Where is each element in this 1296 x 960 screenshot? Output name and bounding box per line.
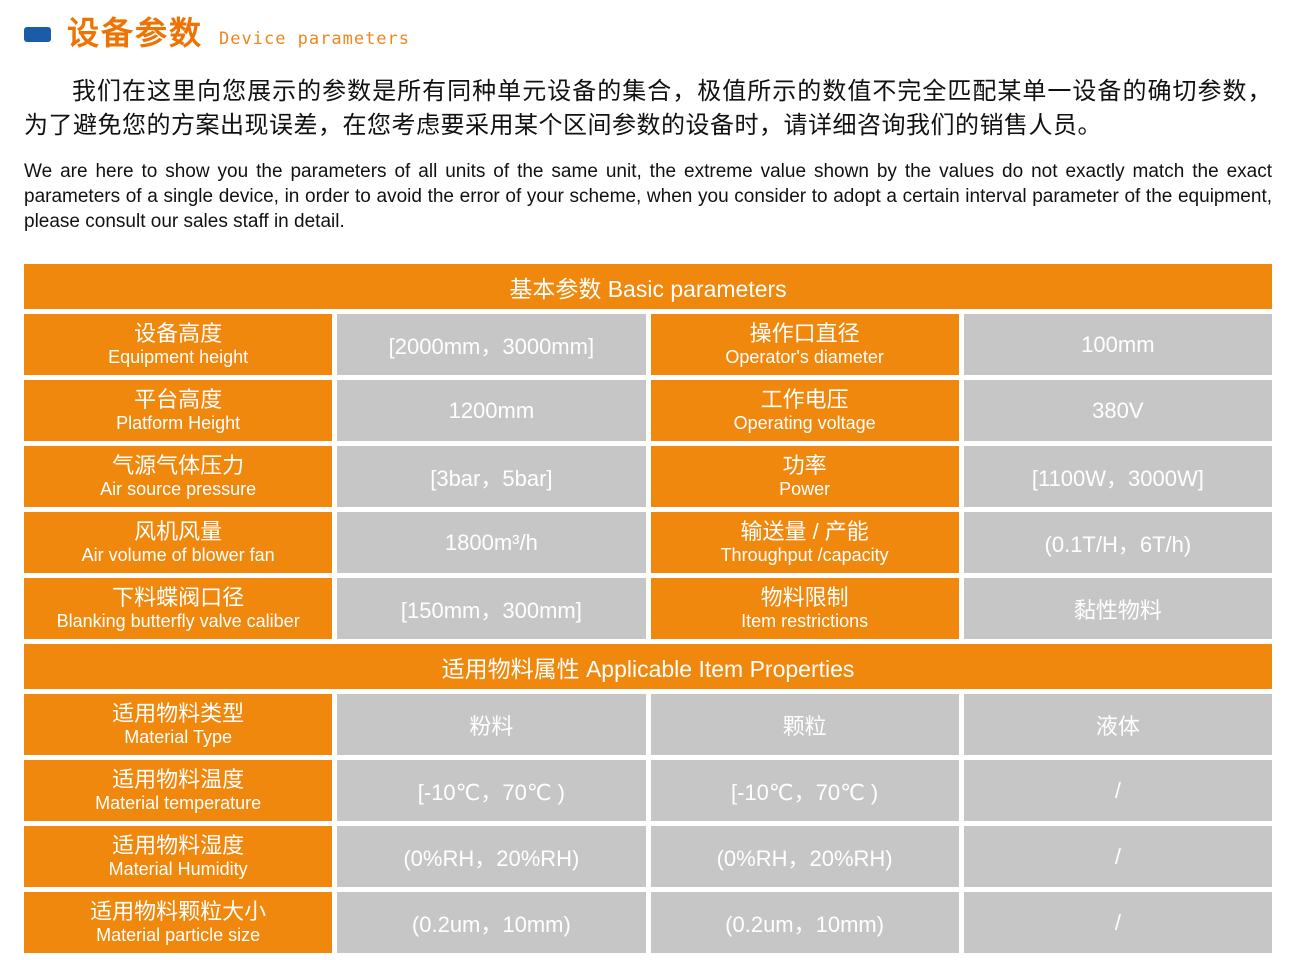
param-label-cell: 适用物料类型 Material Type (24, 694, 333, 755)
param-value-cell: 液体 (963, 694, 1272, 755)
param-label-zh: 适用物料湿度 (112, 832, 245, 858)
param-value-cell: 1800m³/h (337, 512, 646, 573)
param-value-cell: / (963, 826, 1272, 887)
param-value-cell: 380V (963, 380, 1272, 441)
param-label-zh: 工作电压 (760, 386, 849, 412)
param-label-cell: 工作电压 Operating voltage (650, 380, 959, 441)
param-label-en: Power (779, 478, 831, 499)
param-value-cell: [3bar，5bar] (337, 446, 646, 507)
param-label-cell: 下料蝶阀口径 Blanking butterfly valve caliber (24, 578, 333, 639)
param-label-en: Equipment height (108, 346, 249, 367)
parameters-table: 基本参数 Basic parameters 设备高度 Equipment heigh… (24, 264, 1272, 953)
param-value-cell: [1100W，3000W] (963, 446, 1272, 507)
param-label-zh: 适用物料类型 (112, 700, 245, 726)
param-label-cell: 气源气体压力 Air source pressure (24, 446, 333, 507)
param-label-zh: 下料蝶阀口径 (112, 584, 245, 610)
param-value-cell: (0.2um，10mm) (650, 892, 959, 953)
param-label-en: Operating voltage (733, 412, 876, 433)
param-value-cell: (0%RH，20%RH) (337, 826, 646, 887)
table-section-header: 基本参数 Basic parameters (24, 264, 1272, 309)
param-label-cell: 操作口直径 Operator's diameter (650, 314, 959, 375)
param-value-cell: 颗粒 (650, 694, 959, 755)
param-label-en: Blanking butterfly valve caliber (56, 610, 300, 631)
param-value-cell: [-10℃，70℃ ) (650, 760, 959, 821)
param-value-cell: 黏性物料 (963, 578, 1272, 639)
param-label-zh: 气源气体压力 (112, 452, 245, 478)
param-label-en: Material Humidity (108, 858, 248, 879)
intro-paragraph-zh: 我们在这里向您展示的参数是所有同种单元设备的集合，极值所示的数值不完全匹配某单一… (24, 78, 1272, 139)
param-label-en: Air volume of blower fan (81, 544, 275, 565)
param-label-zh: 适用物料颗粒大小 (90, 898, 267, 924)
param-label-en: Platform Height (116, 412, 241, 433)
param-label-en: Air source pressure (100, 478, 257, 499)
param-label-en: Throughput /capacity (720, 544, 889, 565)
param-label-en: Material particle size (96, 924, 261, 945)
param-label-en: Item restrictions (741, 610, 869, 631)
param-label-cell: 功率 Power (650, 446, 959, 507)
param-label-zh: 适用物料温度 (112, 766, 245, 792)
param-value-cell: (0.1T/H，6T/h) (963, 512, 1272, 573)
page-header: 设备参数 Device parameters (24, 13, 1272, 53)
param-label-cell: 物料限制 Item restrictions (650, 578, 959, 639)
param-value-cell: 粉料 (337, 694, 646, 755)
param-label-zh: 物料限制 (760, 584, 849, 610)
intro-paragraph-en: We are here to show you the parameters o… (24, 161, 1272, 232)
param-value-cell: [-10℃，70℃ ) (337, 760, 646, 821)
param-value-cell: / (963, 760, 1272, 821)
param-label-zh: 平台高度 (134, 386, 223, 412)
param-label-cell: 适用物料温度 Material temperature (24, 760, 333, 821)
param-label-zh: 设备高度 (134, 320, 223, 346)
param-value-cell: 100mm (963, 314, 1272, 375)
param-label-cell: 适用物料湿度 Material Humidity (24, 826, 333, 887)
param-value-cell: / (963, 892, 1272, 953)
param-label-zh: 风机风量 (134, 518, 223, 544)
param-value-cell: [150mm，300mm] (337, 578, 646, 639)
section-marker-icon (24, 26, 51, 42)
param-label-zh: 操作口直径 (749, 320, 860, 346)
param-value-cell: 1200mm (337, 380, 646, 441)
param-label-zh: 输送量 / 产能 (740, 518, 869, 544)
page-subtitle: Device parameters (219, 29, 411, 49)
param-label-cell: 适用物料颗粒大小 Material particle size (24, 892, 333, 953)
page: 设备参数 Device parameters 我们在这里向您展示的参数是所有同种… (0, 13, 1296, 953)
param-label-en: Material Type (124, 726, 232, 747)
param-label-zh: 功率 (782, 452, 827, 478)
param-label-en: Operator's diameter (725, 346, 884, 367)
param-label-en: Material temperature (95, 792, 262, 813)
param-label-cell: 输送量 / 产能 Throughput /capacity (650, 512, 959, 573)
param-value-cell: [2000mm，3000mm] (337, 314, 646, 375)
param-value-cell: (0.2um，10mm) (337, 892, 646, 953)
table-section-header: 适用物料属性 Applicable Item Properties (24, 644, 1272, 689)
param-value-cell: (0%RH，20%RH) (650, 826, 959, 887)
param-label-cell: 设备高度 Equipment height (24, 314, 333, 375)
param-label-cell: 风机风量 Air volume of blower fan (24, 512, 333, 573)
param-label-cell: 平台高度 Platform Height (24, 380, 333, 441)
page-title: 设备参数 (67, 15, 204, 51)
